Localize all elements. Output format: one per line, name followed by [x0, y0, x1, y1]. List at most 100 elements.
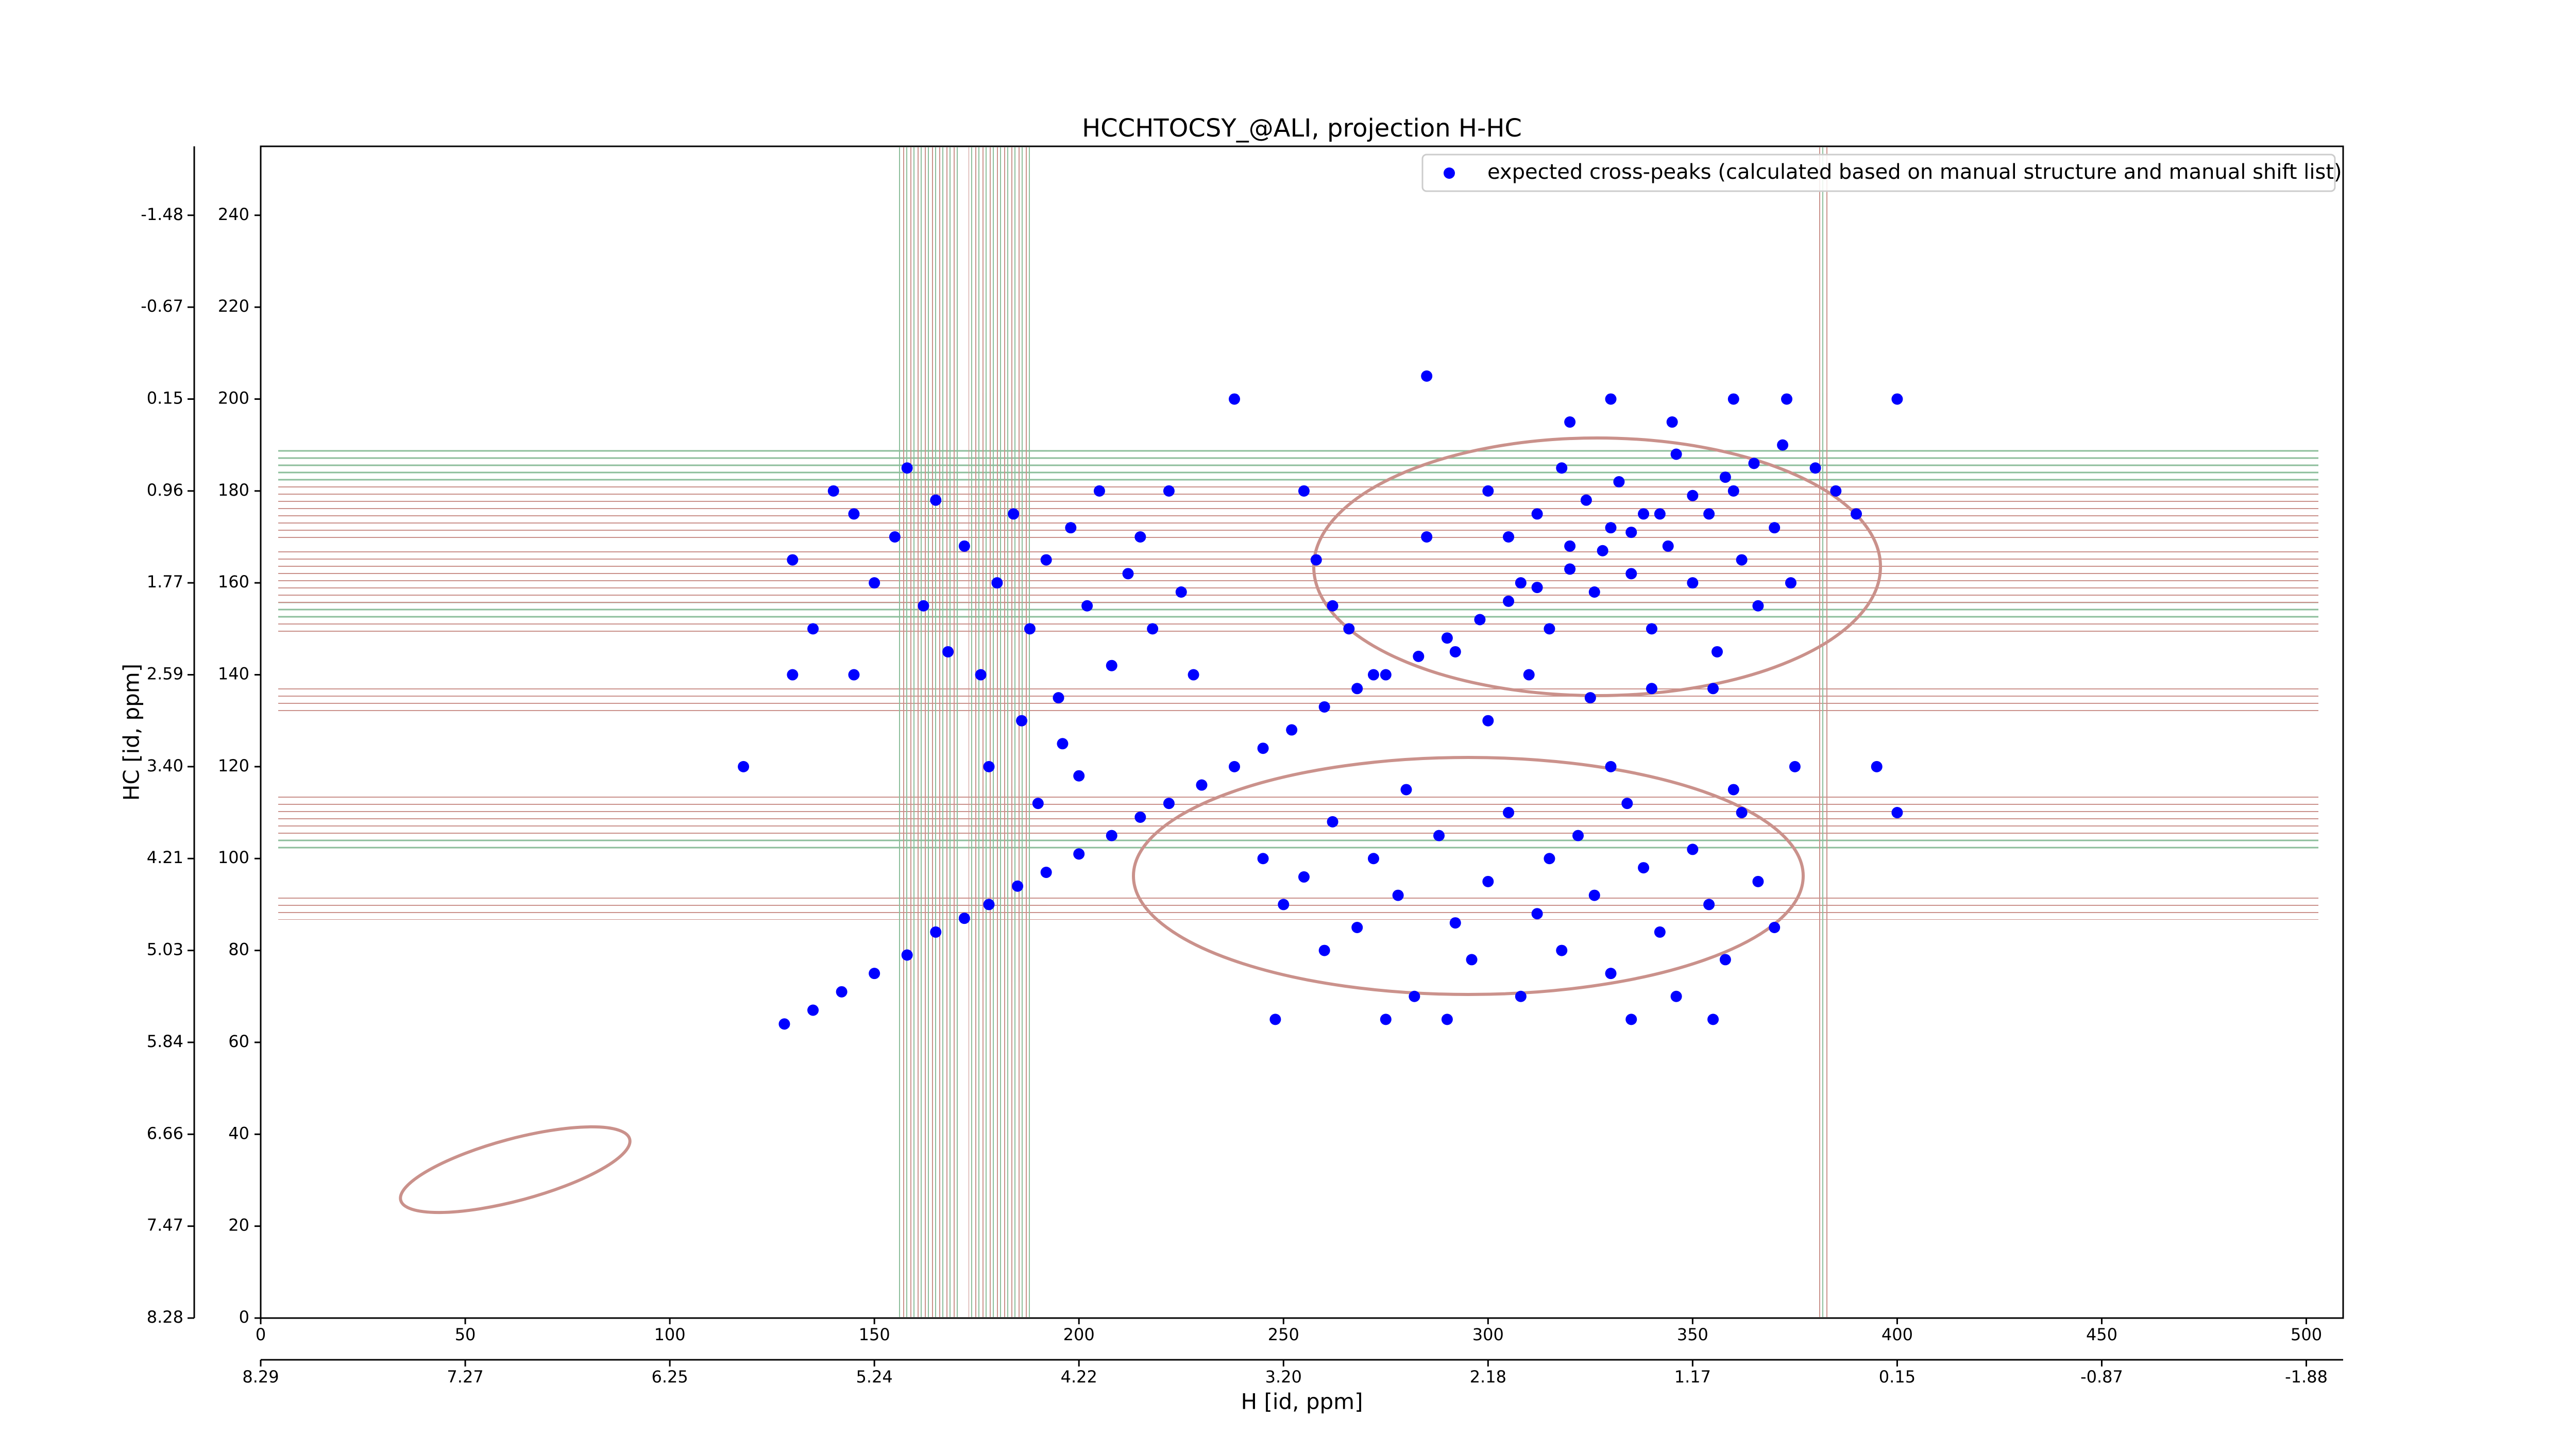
cross-peak: [1625, 568, 1637, 580]
cross-peak: [1257, 853, 1269, 865]
cross-peak: [836, 986, 848, 998]
cross-peak: [1588, 889, 1600, 901]
y-axis-label: HC [id, ppm]: [119, 664, 144, 801]
cross-peak: [1106, 660, 1117, 671]
cross-peak: [1556, 462, 1568, 474]
cross-peak: [1409, 990, 1420, 1002]
cross-peak: [901, 462, 913, 474]
cross-peak: [1588, 586, 1600, 598]
cross-peak: [1687, 843, 1699, 855]
cross-peak: [738, 761, 750, 772]
cross-peak: [958, 913, 970, 924]
cross-peak: [1503, 531, 1515, 543]
cross-peak: [1057, 738, 1069, 750]
cross-peak: [1257, 743, 1269, 754]
cross-peak: [1597, 545, 1608, 556]
cross-peak: [1515, 990, 1527, 1002]
cross-peak: [1625, 527, 1637, 538]
y2-tick-label: 0.15: [147, 388, 183, 408]
cross-peak: [1147, 623, 1159, 635]
cross-peak: [1703, 899, 1715, 910]
cross-peak: [787, 554, 799, 566]
cross-peak: [848, 669, 860, 681]
cross-peak: [1711, 646, 1723, 657]
contour-blob: [1132, 756, 1805, 996]
cross-peak: [1163, 798, 1175, 809]
cross-peak: [1065, 522, 1077, 534]
cross-peak: [1441, 1014, 1453, 1025]
cross-peak: [889, 531, 901, 543]
x-tick-label: 0: [256, 1325, 266, 1344]
cross-peak: [1433, 830, 1445, 841]
y-tick-label: 180: [218, 480, 249, 500]
y2-tick-label: 1.77: [147, 572, 183, 592]
cross-peak: [1421, 531, 1433, 543]
cross-peak: [1175, 586, 1187, 598]
cross-peak: [869, 577, 880, 589]
cross-peak: [1707, 1014, 1719, 1025]
x2-tick-label: 6.25: [651, 1367, 688, 1387]
legend: [1421, 154, 2336, 192]
y2-tick-label: 4.21: [147, 848, 183, 867]
cross-peak: [1531, 582, 1543, 594]
y2-tick-label: 0.96: [147, 480, 183, 500]
cross-peak: [1871, 761, 1883, 772]
cross-peak: [1670, 990, 1682, 1002]
x2-tick-label: -0.87: [2080, 1367, 2123, 1387]
cross-peak: [1727, 393, 1739, 405]
cross-peak: [848, 508, 860, 520]
x-tick-label: 350: [1677, 1325, 1708, 1344]
cross-peak: [1367, 853, 1379, 865]
cross-peak: [1613, 476, 1625, 487]
y2-tick-label: 2.59: [147, 664, 183, 684]
cross-peak: [1748, 458, 1760, 469]
cross-peak: [1421, 370, 1433, 382]
cross-peak: [1392, 889, 1404, 901]
cross-peak: [1654, 926, 1666, 938]
contour-blob: [399, 1125, 632, 1214]
contour-band: [278, 551, 2318, 634]
y-tick-label: 100: [218, 848, 249, 867]
cross-peak: [1228, 393, 1240, 405]
contour-band: [278, 603, 2318, 618]
y2-tick-label: 6.66: [147, 1123, 183, 1143]
cross-peak: [1482, 485, 1494, 497]
cross-peak: [1024, 623, 1036, 635]
cross-peak: [1654, 508, 1666, 520]
cross-peak: [1638, 508, 1650, 520]
cross-peak: [1351, 683, 1363, 695]
x2-tick-label: 5.24: [856, 1367, 893, 1387]
y2-tick-label: -1.48: [141, 205, 183, 224]
cross-peak: [1670, 448, 1682, 460]
cross-peak: [1073, 848, 1085, 860]
cross-peak: [1687, 490, 1699, 501]
y2-tick-label: 3.40: [147, 756, 183, 775]
contour-band: [899, 147, 958, 1317]
cross-peak: [1662, 540, 1674, 552]
cross-peak: [1785, 577, 1797, 589]
cross-peak: [1040, 554, 1052, 566]
cross-peak: [1605, 393, 1617, 405]
cross-peak: [1310, 554, 1322, 566]
cross-peak: [930, 494, 942, 506]
cross-peak: [1777, 439, 1789, 451]
cross-peak: [1564, 416, 1576, 428]
x2-tick-label: 7.27: [447, 1367, 483, 1387]
cross-peak: [1122, 568, 1134, 580]
cross-peak: [1367, 669, 1379, 681]
cross-peak: [1719, 471, 1731, 483]
cross-peak: [1564, 563, 1576, 575]
cross-peak: [1343, 623, 1355, 635]
cross-peak: [983, 761, 995, 772]
cross-peak: [930, 926, 942, 938]
x2-tick-label: 3.20: [1265, 1367, 1302, 1387]
cross-peak: [1298, 485, 1310, 497]
y2-tick-label: 8.28: [147, 1307, 183, 1327]
cross-peak: [1441, 632, 1453, 644]
cross-peak: [942, 646, 954, 657]
chart-title: HCCHTOCSY_@ALI, projection H-HC: [1082, 114, 1522, 143]
cross-peak: [901, 949, 913, 961]
cross-peak: [1781, 393, 1793, 405]
x-tick-label: 100: [654, 1325, 686, 1344]
y-tick-label: 80: [228, 940, 249, 959]
